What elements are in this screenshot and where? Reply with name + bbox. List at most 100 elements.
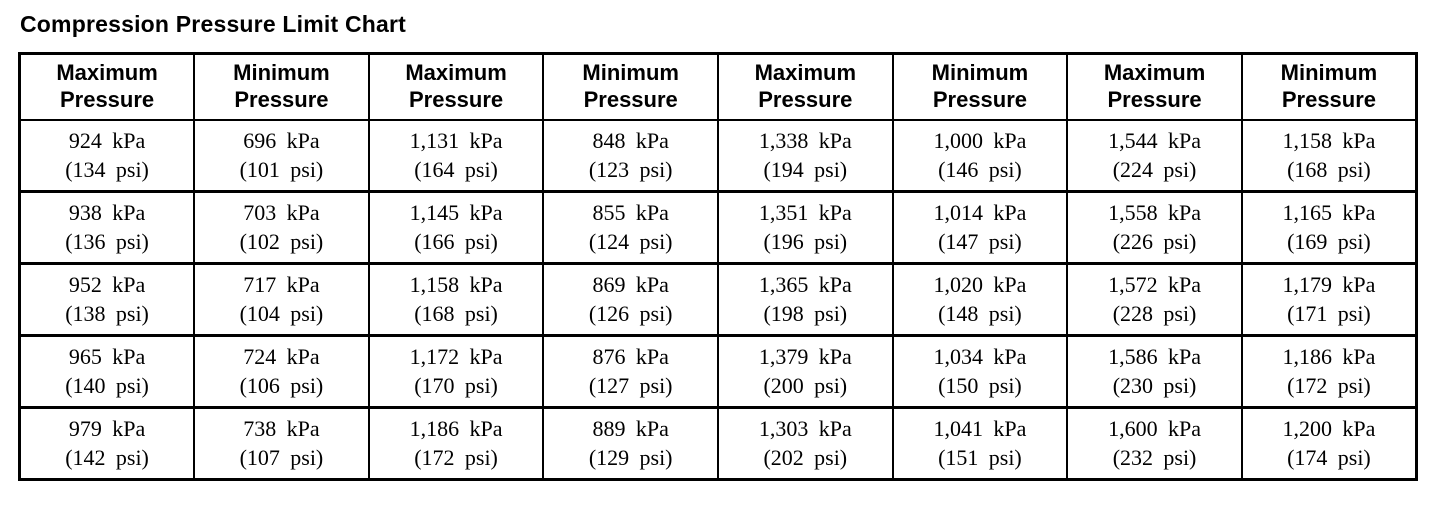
pressure-cell: 1,165 kPa (169 psi) (1240, 190, 1418, 265)
psi-value: (172 psi) (1287, 372, 1371, 398)
column-header-maximum-pressure-3: Maximum Pressure (717, 52, 894, 121)
page-title: Compression Pressure Limit Chart (20, 11, 407, 37)
psi-value: (146 psi) (938, 156, 1022, 182)
pressure-cell: 1,572 kPa (228 psi) (1066, 262, 1243, 337)
psi-value: (150 psi) (938, 372, 1022, 398)
column-header-minimum-pressure-2: Minimum Pressure (542, 52, 719, 121)
kpa-value: 1,600 kPa (1108, 416, 1201, 442)
pressure-cell: 1,131 kPa (164 psi) (367, 118, 545, 193)
psi-value: (106 psi) (239, 372, 324, 398)
kpa-value: 1,338 kPa (758, 127, 852, 153)
pressure-cell: 876 kPa (127 psi) (542, 334, 719, 409)
pressure-cell: 889 kPa (129 psi) (542, 406, 719, 481)
kpa-value: 1,303 kPa (758, 416, 852, 442)
pressure-cell: 952 kPa (138 psi) (18, 262, 196, 337)
pressure-cell: 1,558 kPa (226 psi) (1066, 190, 1243, 265)
psi-value: (127 psi) (588, 372, 673, 398)
table-row: 965 kPa (140 psi) 724 kPa (106 psi) 1,172 kP… (18, 334, 1418, 409)
pressure-cell: 696 kPa (101 psi) (193, 118, 370, 193)
column-header-maximum-pressure-1: Maximum Pressure (18, 52, 196, 121)
kpa-value: 1,158 kPa (409, 272, 503, 298)
pressure-cell: 938 kPa (136 psi) (18, 190, 196, 265)
kpa-value: 848 kPa (592, 127, 669, 153)
kpa-value: 1,158 kPa (1282, 127, 1376, 153)
table-header: Maximum Pressure Minimum Pressure Maximu… (18, 52, 1418, 121)
psi-value: (107 psi) (239, 444, 324, 470)
kpa-value: 1,379 kPa (758, 344, 852, 370)
psi-value: (170 psi) (414, 372, 498, 398)
pressure-cell: 924 kPa (134 psi) (18, 118, 196, 193)
psi-value: (102 psi) (239, 228, 324, 254)
pressure-cell: 724 kPa (106 psi) (193, 334, 370, 409)
pressure-cell: 965 kPa (140 psi) (18, 334, 196, 409)
column-header-minimum-pressure-1: Minimum Pressure (193, 52, 370, 121)
psi-value: (171 psi) (1287, 300, 1371, 326)
psi-value: (124 psi) (588, 228, 673, 254)
psi-value: (168 psi) (1287, 156, 1371, 182)
column-header-maximum-pressure-4: Maximum Pressure (1066, 52, 1243, 121)
psi-value: (136 psi) (65, 228, 149, 254)
kpa-value: 1,034 kPa (933, 344, 1027, 370)
pressure-cell: 1,172 kPa (170 psi) (367, 334, 545, 409)
kpa-value: 724 kPa (243, 344, 320, 370)
psi-value: (138 psi) (65, 300, 149, 326)
pressure-cell: 1,158 kPa (168 psi) (367, 262, 545, 337)
kpa-value: 869 kPa (592, 272, 669, 298)
kpa-value: 876 kPa (592, 344, 669, 370)
psi-value: (172 psi) (414, 444, 498, 470)
pressure-cell: 1,158 kPa (168 psi) (1240, 118, 1418, 193)
kpa-value: 1,165 kPa (1282, 200, 1376, 226)
psi-value: (104 psi) (239, 300, 324, 326)
pressure-cell: 979 kPa (142 psi) (18, 406, 196, 481)
psi-value: (168 psi) (414, 300, 498, 326)
table-row: 979 kPa (142 psi) 738 kPa (107 psi) 1,186 kP… (18, 406, 1418, 481)
psi-value: (134 psi) (65, 156, 149, 182)
table-row: 924 kPa (134 psi) 696 kPa (101 psi) 1,131 kP… (18, 118, 1418, 193)
psi-value: (198 psi) (763, 300, 848, 326)
psi-value: (142 psi) (65, 444, 149, 470)
kpa-value: 1,200 kPa (1282, 416, 1376, 442)
kpa-value: 1,544 kPa (1108, 127, 1201, 153)
kpa-value: 696 kPa (243, 127, 320, 153)
pressure-cell: 1,186 kPa (172 psi) (1240, 334, 1418, 409)
pressure-cell: 1,338 kPa (194 psi) (717, 118, 894, 193)
pressure-cell: 848 kPa (123 psi) (542, 118, 719, 193)
kpa-value: 1,179 kPa (1282, 272, 1376, 298)
kpa-value: 1,131 kPa (409, 127, 503, 153)
pressure-cell: 1,379 kPa (200 psi) (717, 334, 894, 409)
kpa-value: 979 kPa (68, 416, 146, 442)
kpa-value: 1,186 kPa (409, 416, 503, 442)
pressure-cell: 738 kPa (107 psi) (193, 406, 370, 481)
psi-value: (230 psi) (1112, 372, 1197, 398)
psi-value: (164 psi) (414, 156, 498, 182)
psi-value: (202 psi) (763, 444, 848, 470)
kpa-value: 1,020 kPa (933, 272, 1027, 298)
psi-value: (226 psi) (1112, 228, 1197, 254)
pressure-cell: 1,000 kPa (146 psi) (891, 118, 1069, 193)
kpa-value: 1,572 kPa (1108, 272, 1201, 298)
table-row: 952 kPa (138 psi) 717 kPa (104 psi) 1,158 kP… (18, 262, 1418, 337)
psi-value: (147 psi) (938, 228, 1022, 254)
kpa-value: 1,041 kPa (933, 416, 1027, 442)
pressure-cell: 1,544 kPa (224 psi) (1066, 118, 1243, 193)
kpa-value: 1,000 kPa (933, 127, 1027, 153)
compression-pressure-table: Maximum Pressure Minimum Pressure Maximu… (18, 52, 1418, 482)
psi-value: (224 psi) (1112, 156, 1197, 182)
pressure-cell: 1,365 kPa (198 psi) (717, 262, 894, 337)
column-header-maximum-pressure-2: Maximum Pressure (367, 52, 545, 121)
pressure-cell: 869 kPa (126 psi) (542, 262, 719, 337)
column-header-minimum-pressure-4: Minimum Pressure (1240, 52, 1418, 121)
psi-value: (200 psi) (763, 372, 848, 398)
pressure-cell: 1,351 kPa (196 psi) (717, 190, 894, 265)
table-body: 924 kPa (134 psi) 696 kPa (101 psi) 1,131 kP… (18, 118, 1418, 481)
psi-value: (196 psi) (763, 228, 848, 254)
kpa-value: 924 kPa (68, 127, 146, 153)
psi-value: (151 psi) (938, 444, 1022, 470)
kpa-value: 855 kPa (592, 200, 669, 226)
pressure-cell: 1,179 kPa (171 psi) (1240, 262, 1418, 337)
kpa-value: 703 kPa (243, 200, 320, 226)
pressure-cell: 703 kPa (102 psi) (193, 190, 370, 265)
kpa-value: 938 kPa (68, 200, 146, 226)
psi-value: (126 psi) (588, 300, 673, 326)
